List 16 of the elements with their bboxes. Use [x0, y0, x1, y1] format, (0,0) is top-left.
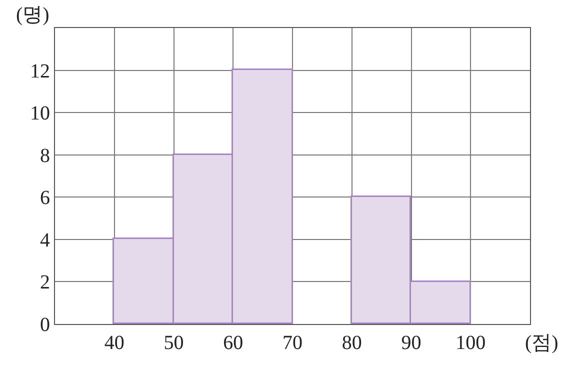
y-tick-label: 12 — [30, 60, 50, 82]
x-tick-label: 60 — [223, 332, 244, 354]
y-tick-label: 0 — [40, 314, 50, 336]
x-tick-label: 90 — [401, 332, 422, 354]
y-tick-label: 2 — [40, 272, 50, 294]
x-tick-label: 80 — [342, 332, 362, 354]
y-axis-title: (명) — [16, 4, 50, 26]
x-tick-label: 50 — [164, 332, 184, 354]
x-tick-label: 70 — [282, 332, 302, 354]
x-axis-title: (점) — [525, 332, 558, 354]
y-tick-label: 4 — [40, 229, 50, 252]
x-tick-label: 100 — [456, 332, 486, 354]
y-tick-label: 6 — [40, 187, 50, 210]
x-tick-label: 40 — [104, 332, 124, 354]
y-tick-label: 8 — [40, 144, 50, 167]
y-tick-label: 10 — [30, 102, 50, 125]
